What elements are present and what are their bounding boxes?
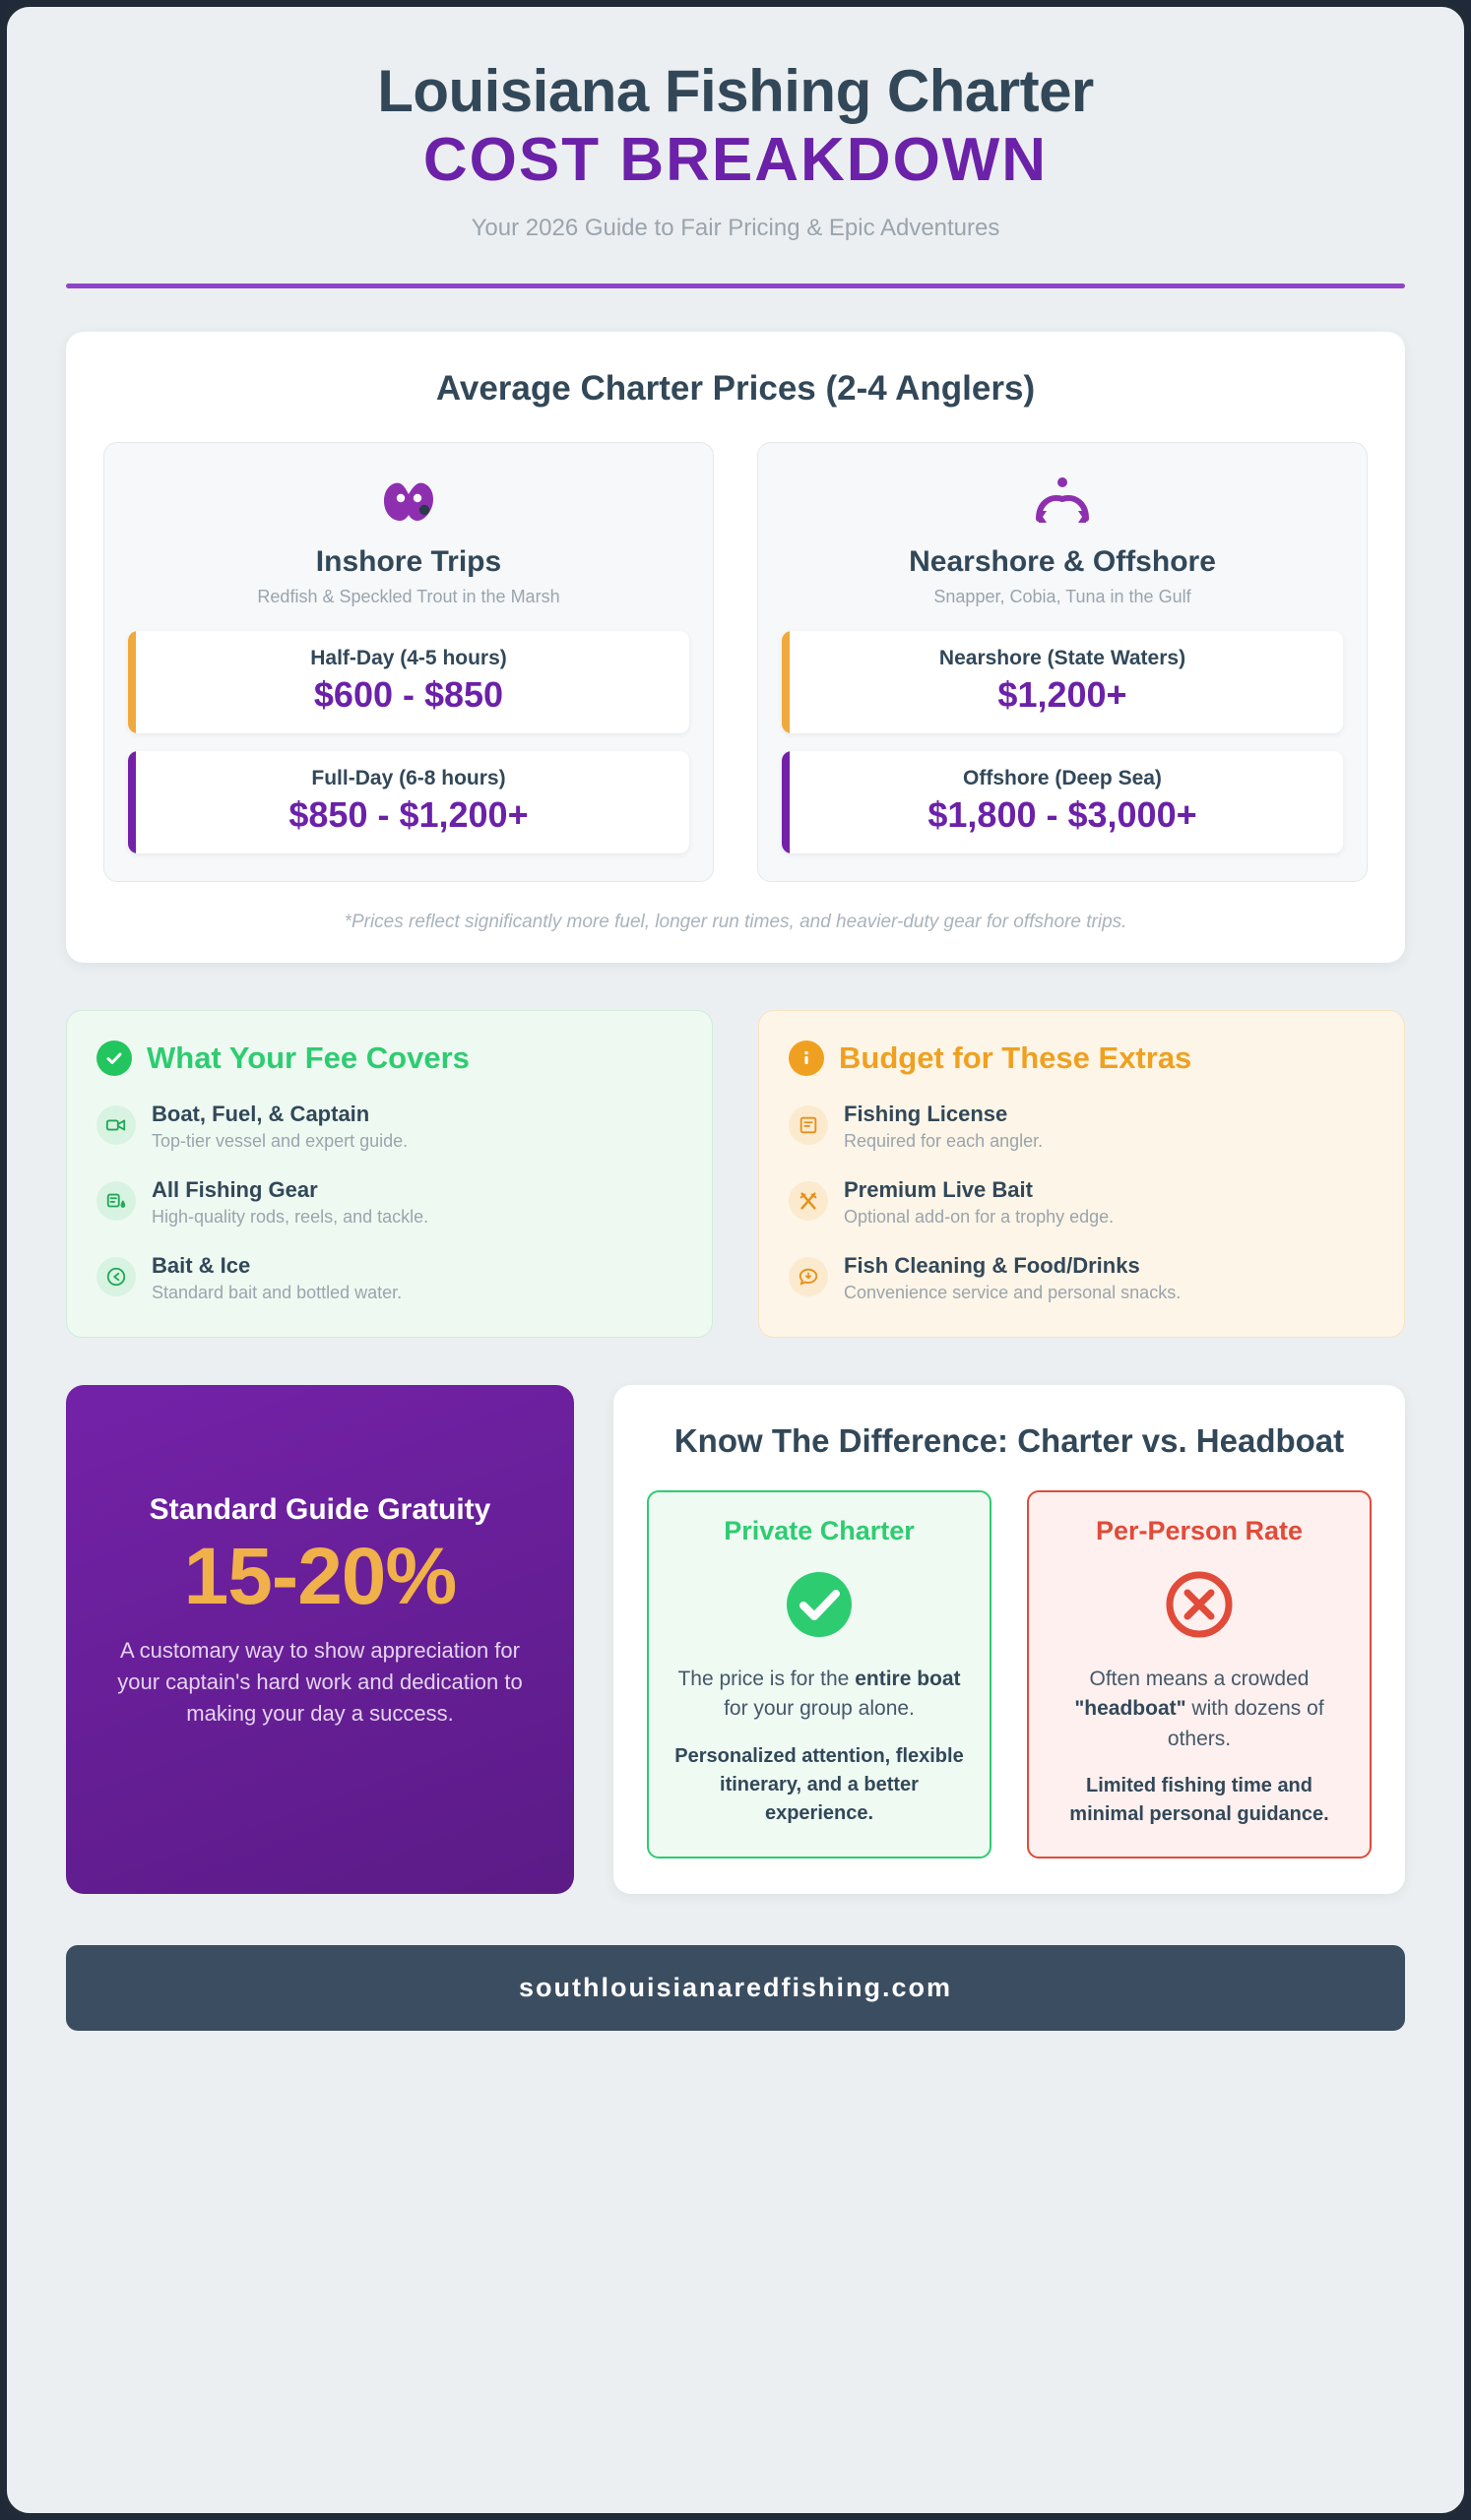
list-item: Fish Cleaning & Food/Drinks Convenience …: [789, 1253, 1375, 1303]
trip-title: Inshore Trips: [315, 544, 502, 578]
fuel-pump-icon: [96, 1180, 136, 1221]
trip-subtitle: Redfish & Speckled Trout in the Marsh: [257, 586, 560, 606]
trip-column-offshore: Nearshore & Offshore Snapper, Cobia, Tun…: [757, 441, 1368, 882]
price-tier-label: Nearshore (State Waters): [938, 646, 1186, 669]
comparison-strong: Personalized attention, flexible itinera…: [674, 1744, 964, 1824]
fee-covers-heading: What Your Fee Covers: [147, 1040, 470, 1075]
price-tier-value: $1,800 - $3,000+: [927, 793, 1197, 835]
page-title-line2: COST BREAKDOWN: [422, 126, 1049, 195]
price-tier: Full-Day (6-8 hours) $850 - $1,200+: [128, 750, 689, 853]
trip-title: Nearshore & Offshore: [909, 544, 1216, 578]
page-subtitle: Your 2026 Guide to Fair Pricing & Epic A…: [471, 214, 1000, 241]
fee-covers-header: What Your Fee Covers: [96, 1040, 682, 1076]
header-divider: [66, 283, 1405, 288]
trip-column-inshore: Inshore Trips Redfish & Speckled Trout i…: [103, 441, 714, 882]
list-item-title: All Fishing Gear: [152, 1176, 318, 1202]
list-item-desc: Top-tier vessel and expert guide.: [152, 1130, 409, 1151]
fish-icon: [128, 472, 689, 530]
price-tier: Offshore (Deep Sea) $1,800 - $3,000+: [782, 750, 1343, 853]
header: Louisiana Fishing Charter COST BREAKDOWN…: [66, 7, 1405, 242]
info-circle-icon: [789, 1040, 824, 1076]
average-prices-heading: Average Charter Prices (2-4 Anglers): [435, 368, 1036, 408]
trip-subtitle: Snapper, Cobia, Tuna in the Gulf: [933, 586, 1191, 606]
check-circle-icon: [96, 1040, 132, 1076]
price-tier-value: $600 - $850: [313, 673, 504, 715]
list-item-desc: Standard bait and bottled water.: [152, 1282, 403, 1302]
price-tier-value: $850 - $1,200+: [288, 793, 529, 835]
list-item-title: Fishing License: [844, 1101, 1008, 1126]
price-tier-label: Full-Day (6-8 hours): [311, 766, 506, 789]
list-item: Premium Live Bait Optional add-on for a …: [789, 1177, 1375, 1228]
average-prices-card: Average Charter Prices (2-4 Anglers) Ins…: [66, 331, 1405, 963]
panels-row: What Your Fee Covers Boat, Fuel, & Capta…: [66, 1009, 1405, 1338]
comparison-columns: Private Charter The price is for the ent…: [647, 1489, 1372, 1859]
gratuity-amount: 15-20%: [183, 1531, 458, 1621]
crossed-tools-icon: [789, 1180, 828, 1221]
list-item-desc: Required for each angler.: [844, 1130, 1044, 1151]
extras-heading: Budget for These Extras: [839, 1040, 1192, 1075]
prices-footnote: *Prices reflect significantly more fuel,…: [344, 911, 1127, 932]
anchor-boat-icon: [782, 472, 1343, 530]
price-tier: Half-Day (4-5 hours) $600 - $850: [128, 630, 689, 733]
price-columns: Inshore Trips Redfish & Speckled Trout i…: [103, 441, 1368, 882]
page-title-line1: Louisiana Fishing Charter: [377, 58, 1094, 124]
video-camera-icon: [96, 1104, 136, 1145]
check-circle-filled-icon: [669, 1568, 970, 1641]
arrow-circle-icon: [96, 1256, 136, 1296]
comparison-lead: Often means a crowded "headboat" with do…: [1074, 1667, 1324, 1750]
list-item-title: Premium Live Bait: [844, 1176, 1033, 1202]
price-tier-value: $1,200+: [997, 673, 1127, 715]
x-circle-icon: [1049, 1568, 1350, 1641]
comparison-card-title: Private Charter: [724, 1515, 915, 1545]
comparison-heading: Know The Difference: Charter vs. Headboa…: [673, 1421, 1345, 1459]
comparison-per-person-rate: Per-Person Rate Often means a crowded "h…: [1027, 1489, 1372, 1859]
document-icon: [789, 1104, 828, 1145]
comparison-lead: The price is for the entire boat for you…: [677, 1667, 961, 1721]
list-item: Fishing License Required for each angler…: [789, 1102, 1375, 1152]
list-item-desc: Convenience service and personal snacks.: [844, 1282, 1182, 1302]
gratuity-card: Standard Guide Gratuity 15-20% A customa…: [66, 1384, 574, 1895]
list-item-desc: High-quality rods, reels, and tackle.: [152, 1206, 429, 1227]
price-tier-label: Offshore (Deep Sea): [963, 766, 1162, 789]
list-item-title: Bait & Ice: [152, 1252, 251, 1278]
extras-header: Budget for These Extras: [789, 1040, 1375, 1076]
footer-website[interactable]: southlouisianaredfishing.com: [518, 1973, 953, 2003]
speech-bubble-icon: [789, 1256, 828, 1296]
list-item: All Fishing Gear High-quality rods, reel…: [96, 1177, 682, 1228]
list-item-desc: Optional add-on for a trophy edge.: [844, 1206, 1115, 1227]
fee-covers-panel: What Your Fee Covers Boat, Fuel, & Capta…: [66, 1009, 713, 1338]
comparison-strong: Limited fishing time and minimal persona…: [1069, 1775, 1329, 1826]
list-item: Bait & Ice Standard bait and bottled wat…: [96, 1253, 682, 1303]
gratuity-description: A customary way to show appreciation for…: [117, 1637, 523, 1726]
list-item-title: Boat, Fuel, & Captain: [152, 1101, 370, 1126]
comparison-card: Know The Difference: Charter vs. Headboa…: [613, 1384, 1405, 1895]
list-item: Boat, Fuel, & Captain Top-tier vessel an…: [96, 1102, 682, 1152]
price-tier-label: Half-Day (4-5 hours): [310, 646, 507, 669]
bottom-row: Standard Guide Gratuity 15-20% A customa…: [66, 1384, 1405, 1895]
footer-bar[interactable]: southlouisianaredfishing.com: [66, 1945, 1405, 2032]
comparison-private-charter: Private Charter The price is for the ent…: [647, 1489, 991, 1859]
list-item-title: Fish Cleaning & Food/Drinks: [844, 1252, 1140, 1278]
gratuity-title: Standard Guide Gratuity: [149, 1492, 491, 1526]
comparison-card-title: Per-Person Rate: [1095, 1515, 1304, 1545]
extras-panel: Budget for These Extras Fishing License …: [758, 1009, 1405, 1338]
price-tier: Nearshore (State Waters) $1,200+: [782, 630, 1343, 733]
